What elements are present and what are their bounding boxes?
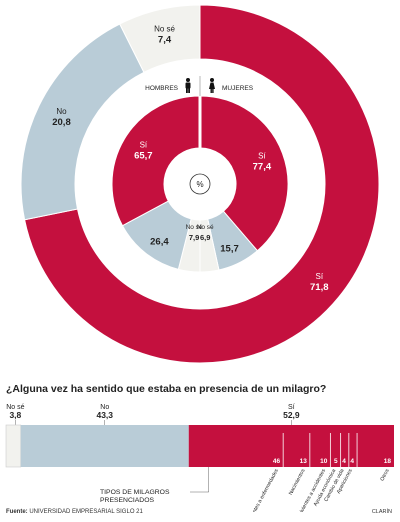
outer-slice-3-value: 7,4 [158, 35, 172, 46]
outer-slice-1-label: Sí [315, 272, 323, 281]
bar-segment-1 [5, 424, 22, 468]
hombres-slice-3 [111, 95, 201, 227]
legend-hombres: HOMBRES [145, 85, 179, 92]
man-icon [185, 78, 191, 93]
outer-slice-1 [24, 4, 380, 364]
breakdown-label-7: Otros [380, 468, 391, 482]
outer-slice-2-value: 20,8 [52, 117, 71, 128]
breakdown-value-4: 5 [334, 458, 338, 465]
source-note: Fuente: UNIVERSIDAD EMPRESARIAL SIGLO 21 [6, 509, 143, 515]
bar-segment-2 [20, 425, 189, 467]
mujeres-slice-1-value: 77,4 [253, 162, 272, 173]
outer-slice-2-label: No [56, 107, 67, 116]
woman-icon [209, 78, 215, 93]
outer-slice-1-value: 71,8 [310, 282, 329, 293]
source-prefix: Fuente: [6, 509, 28, 515]
outer-slice-3-label: No sé [154, 25, 175, 34]
breakdown-label-1: Sobrevivientes a enfermedades [240, 468, 280, 512]
mujeres-slice-1 [199, 95, 289, 252]
bar-segment-2-label: No [100, 404, 109, 411]
hombres-slice-2-value: 26,4 [150, 237, 169, 248]
publisher-credit: CLARÍN [371, 509, 392, 515]
bar-segment-3-label: Sí [288, 404, 295, 411]
hombres-slice-3-value: 65,7 [134, 151, 153, 162]
legend-mujeres: MUJERES [222, 85, 254, 92]
bar-segment-1-value: 3,8 [9, 410, 21, 420]
bar-segment-3-value: 52,9 [283, 410, 300, 420]
mujeres-slice-1-label: Sí [258, 152, 266, 161]
breakdown-title-line2: PRESENCIADOS [100, 497, 154, 504]
breakdown-value-1: 46 [273, 458, 281, 465]
bar-segment-1-label: No sé [6, 404, 24, 411]
mujeres-slice-3-label: No sé [197, 224, 214, 231]
breakdown-value-6: 4 [350, 458, 354, 465]
bar-segment-2-value: 43,3 [96, 410, 113, 420]
breakdown-value-7: 18 [384, 458, 392, 465]
center-circle [189, 173, 211, 195]
outer-slice-3 [119, 4, 201, 73]
center-percent-label: % [196, 180, 203, 189]
breakdown-value-2: 13 [300, 458, 308, 465]
breakdown-value-5: 4 [342, 458, 346, 465]
hombres-slice-1-label: No sé [186, 224, 203, 231]
bar-chart-title: ¿Alguna vez ha sentido que estaba en pre… [6, 383, 327, 395]
mujeres-slice-3-value: 6,9 [200, 233, 210, 242]
hombres-slice-3-label: Sí [140, 141, 148, 150]
breakdown-leader-line [190, 467, 209, 493]
mujeres-slice-2-value: 15,7 [220, 244, 239, 255]
hombres-slice-1-value: 7,9 [189, 233, 199, 242]
breakdown-title-line1: TIPOS DE MILAGROS [100, 489, 170, 496]
breakdown-value-3: 10 [320, 458, 328, 465]
breakdown-label-2: Nacimientos [288, 468, 307, 496]
bar-segment-3 [188, 425, 394, 467]
source-text: UNIVERSIDAD EMPRESARIAL SIGLO 21 [29, 509, 143, 515]
